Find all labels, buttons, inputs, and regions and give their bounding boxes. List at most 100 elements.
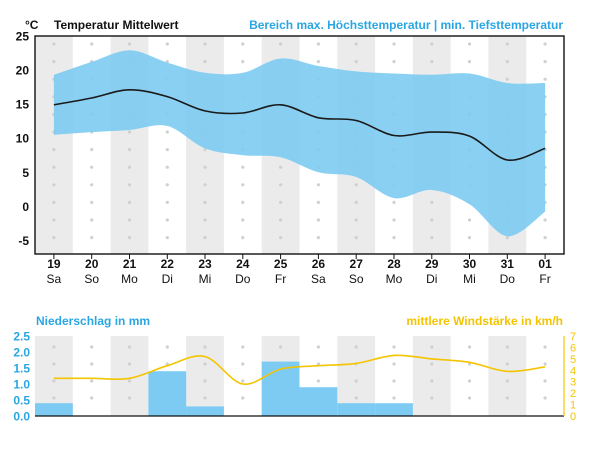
- grid-dot: [90, 379, 94, 383]
- grid-dot: [316, 345, 320, 349]
- wind-tick-label: 1: [570, 400, 576, 412]
- grid-dot: [316, 200, 320, 204]
- temperature-tick-label: 0: [22, 200, 29, 214]
- grid-dot: [430, 60, 434, 64]
- grid-dot: [392, 379, 396, 383]
- grid-dot: [203, 362, 207, 366]
- grid-dot: [90, 200, 94, 204]
- grid-dot: [203, 42, 207, 46]
- grid-dot: [316, 42, 320, 46]
- grid-dot: [203, 218, 207, 222]
- grid-dot: [279, 200, 283, 204]
- day-weekday-label: Mo: [121, 272, 138, 286]
- grid-dot: [203, 165, 207, 169]
- grid-dot: [354, 200, 358, 204]
- grid-dot: [392, 362, 396, 366]
- grid-dot: [430, 379, 434, 383]
- grid-dot: [316, 218, 320, 222]
- grid-dot: [505, 236, 509, 240]
- grid-dot: [203, 183, 207, 187]
- precipitation-tick-label: 0.0: [13, 410, 30, 424]
- wind-tick-label: 6: [570, 342, 576, 354]
- grid-dot: [430, 42, 434, 46]
- grid-dot: [90, 42, 94, 46]
- grid-dot: [392, 218, 396, 222]
- grid-dot: [316, 236, 320, 240]
- day-date-label: 25: [274, 257, 288, 271]
- wind-tick-label: 4: [570, 365, 576, 377]
- grid-dot: [392, 200, 396, 204]
- grid-dot: [127, 379, 132, 383]
- lower-day-stripe: [488, 336, 527, 416]
- grid-dot: [165, 42, 169, 46]
- precipitation-title: Niederschlag in mm: [36, 314, 150, 328]
- grid-dot: [392, 42, 396, 46]
- grid-dot: [505, 77, 509, 81]
- temperature-plot-frame: [34, 35, 565, 255]
- grid-dot: [52, 345, 56, 349]
- temperature-tick-label: 15: [16, 98, 30, 112]
- grid-dot: [165, 183, 169, 187]
- grid-dot: [90, 236, 94, 240]
- grid-dot: [52, 148, 56, 152]
- grid-dot: [543, 60, 547, 64]
- day-date-label: 30: [463, 257, 477, 271]
- day-weekday-label: Sa: [47, 272, 62, 286]
- grid-dot: [90, 362, 94, 366]
- grid-dot: [467, 218, 472, 222]
- day-weekday-label: Fr: [275, 272, 286, 286]
- grid-dot: [430, 218, 434, 222]
- grid-dot: [241, 362, 245, 366]
- grid-dot: [354, 60, 358, 64]
- grid-dot: [127, 218, 132, 222]
- grid-dot: [165, 236, 169, 240]
- temperature-band-title: Bereich max. Höchsttemperatur | min. Tie…: [249, 18, 563, 32]
- grid-dot: [203, 148, 207, 152]
- grid-dot: [241, 183, 245, 187]
- grid-dot: [127, 345, 132, 349]
- grid-dot: [505, 60, 509, 64]
- grid-dot: [392, 345, 396, 349]
- grid-dot: [467, 379, 472, 383]
- grid-dot: [543, 77, 547, 81]
- precipitation-tick-label: 1.0: [13, 378, 30, 392]
- day-date-label: 24: [236, 257, 250, 271]
- wind-tick-label: 2: [570, 388, 576, 400]
- grid-dot: [392, 60, 396, 64]
- grid-dot: [392, 396, 396, 400]
- day-weekday-label: Do: [235, 272, 251, 286]
- grid-dot: [165, 345, 169, 349]
- day-date-label: 26: [312, 257, 326, 271]
- day-weekday-label: Mi: [463, 272, 476, 286]
- lower-day-stripe: [186, 336, 224, 416]
- grid-dot: [52, 218, 56, 222]
- day-date-label: 21: [123, 257, 137, 271]
- grid-dot: [90, 165, 94, 169]
- grid-dot: [127, 362, 132, 366]
- grid-dot: [430, 200, 434, 204]
- grid-dot: [543, 345, 547, 349]
- grid-dot: [52, 200, 56, 204]
- grid-dot: [241, 218, 245, 222]
- grid-dot: [203, 60, 207, 64]
- grid-dot: [52, 396, 56, 400]
- precipitation-tick-label: 2.0: [13, 346, 30, 360]
- grid-dot: [90, 218, 94, 222]
- grid-dot: [543, 42, 547, 46]
- grid-dot: [279, 165, 283, 169]
- grid-dot: [505, 396, 509, 400]
- grid-dot: [354, 379, 358, 383]
- grid-dot: [430, 396, 434, 400]
- grid-dot: [127, 42, 132, 46]
- grid-dot: [52, 60, 56, 64]
- precipitation-bar: [299, 387, 338, 416]
- grid-dot: [279, 42, 283, 46]
- temperature-tick-label: 10: [16, 132, 30, 146]
- day-weekday-label: Di: [162, 272, 173, 286]
- wind-tick-label: 3: [570, 377, 576, 389]
- temperature-mean-line: [53, 88, 546, 161]
- grid-dot: [316, 362, 320, 366]
- grid-dot: [90, 345, 94, 349]
